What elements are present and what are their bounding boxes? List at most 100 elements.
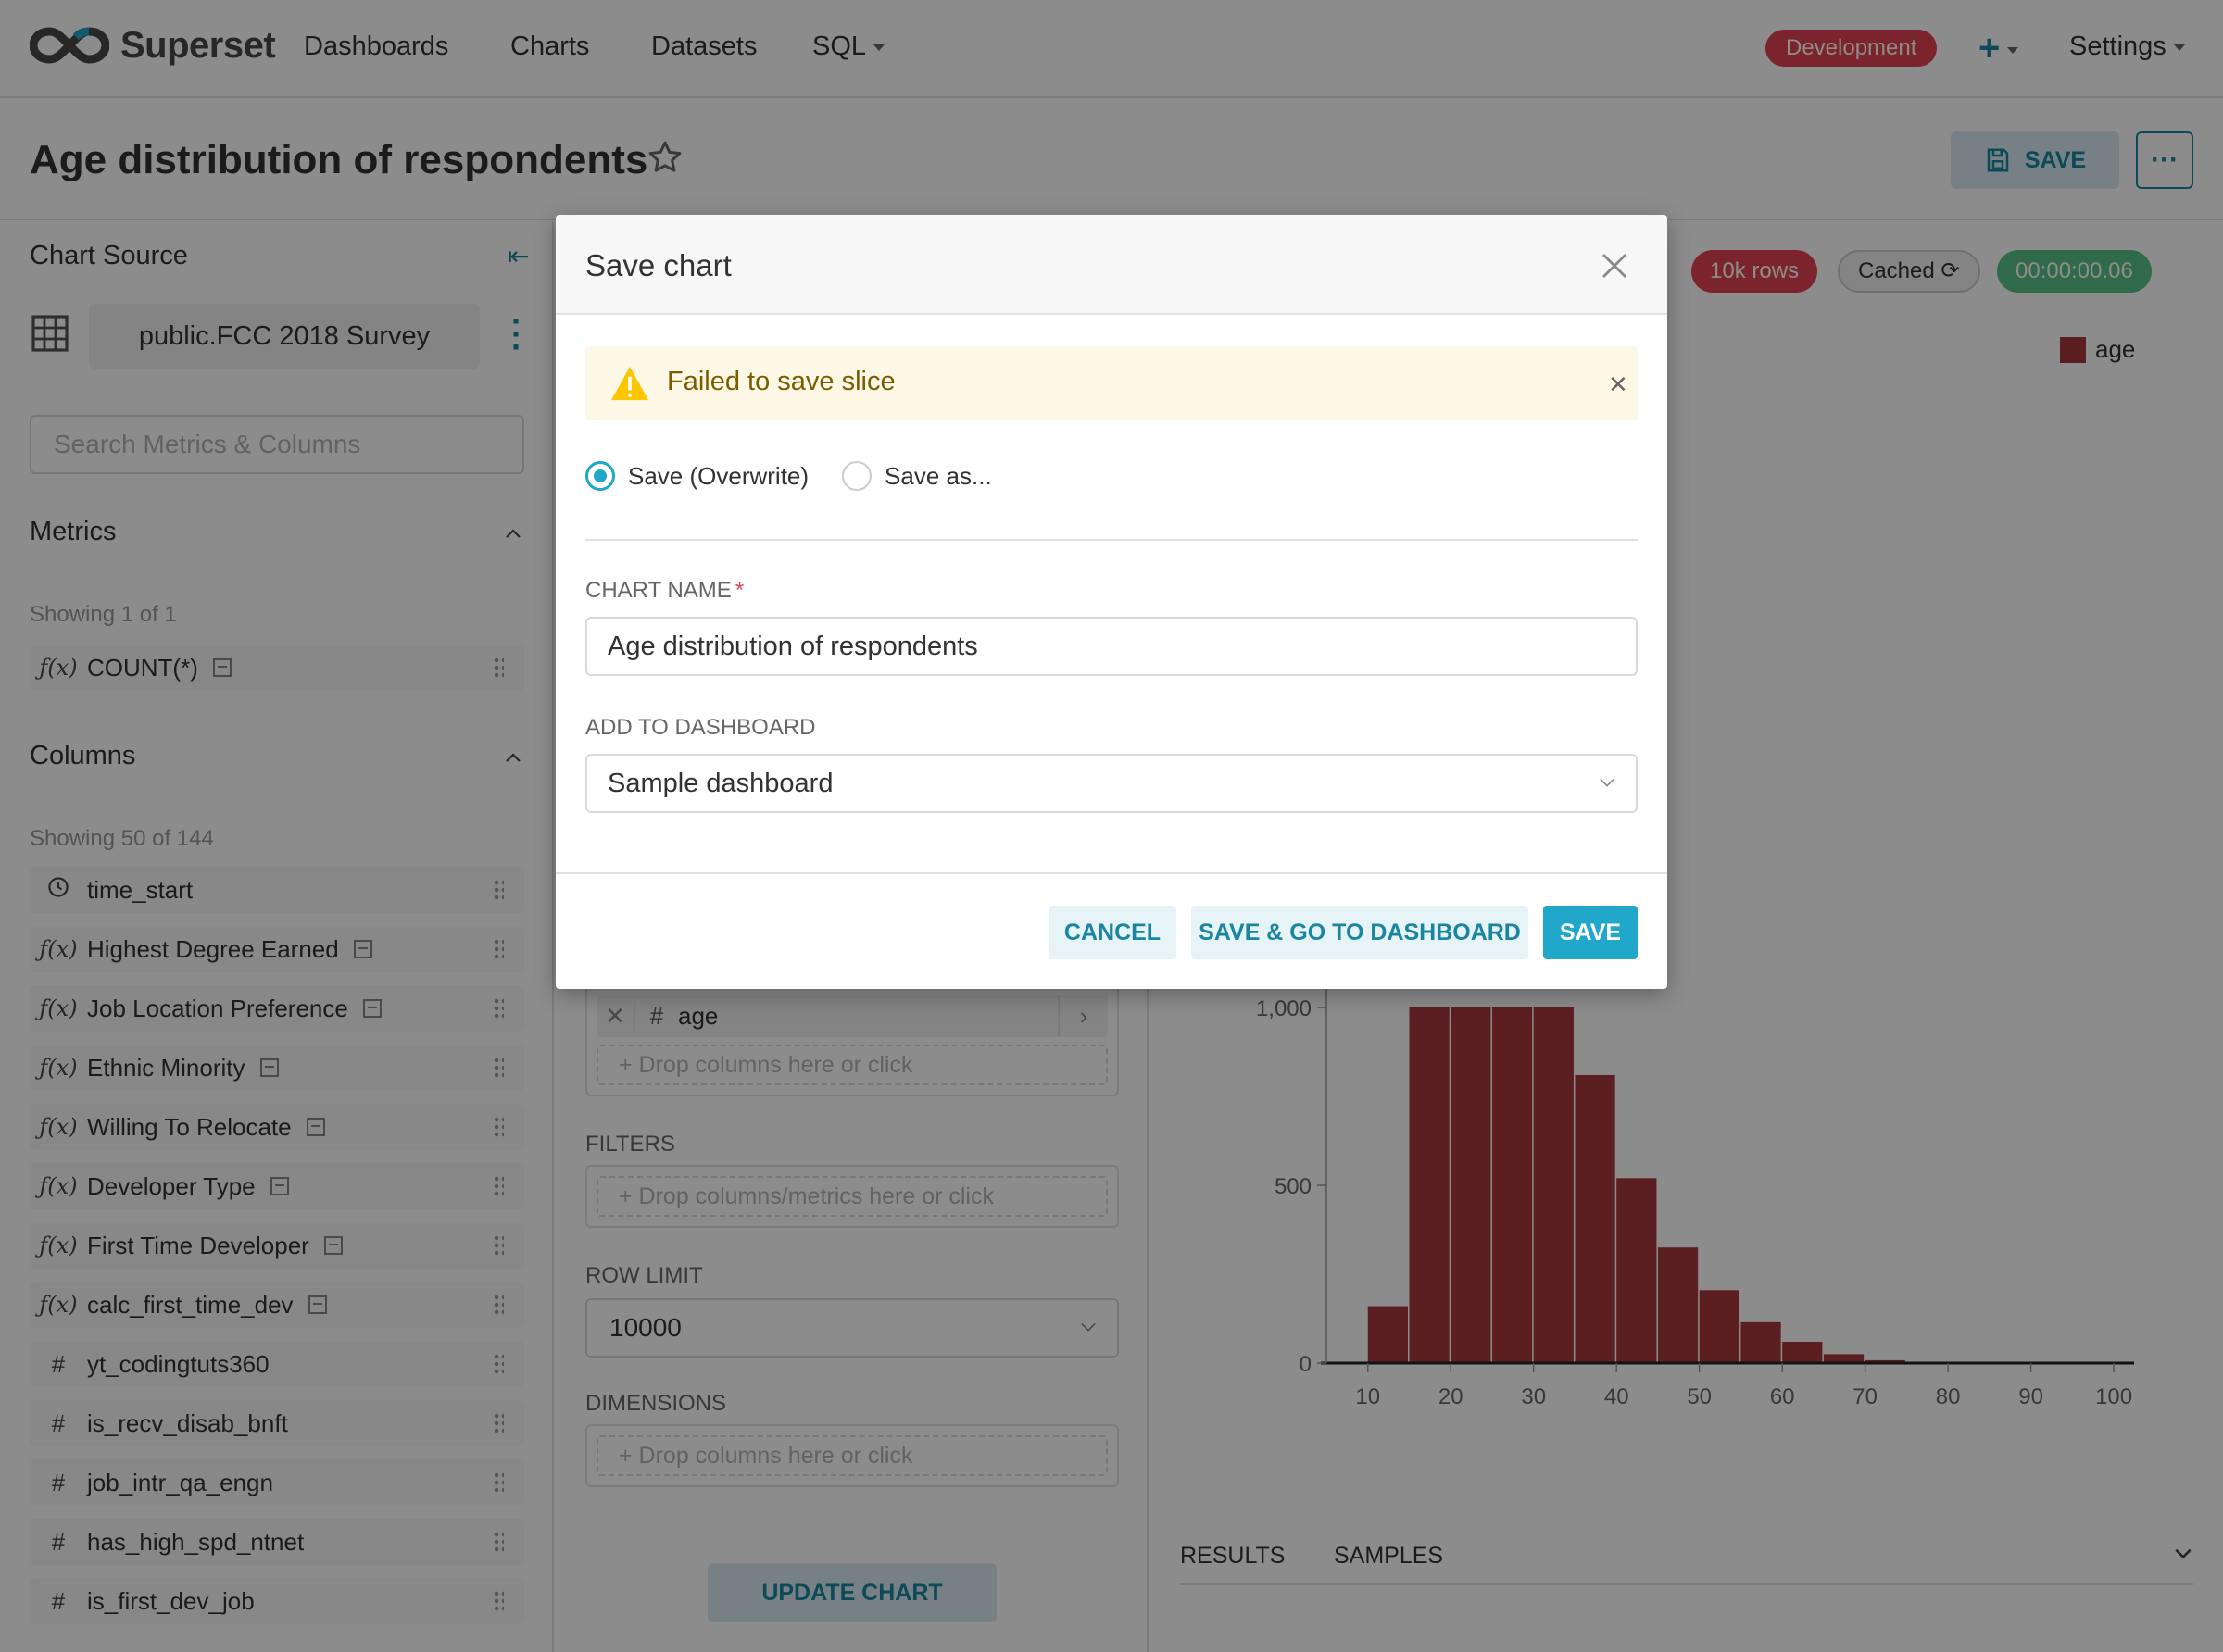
- cancel-button[interactable]: CANCEL: [1049, 906, 1176, 959]
- drop-columns-target[interactable]: + Drop columns here or click: [597, 1045, 1108, 1085]
- add-new-button[interactable]: +: [1978, 28, 2019, 69]
- row-limit-select[interactable]: 10000: [585, 1298, 1119, 1358]
- drop-dimensions-target[interactable]: + Drop columns here or click: [597, 1435, 1108, 1476]
- chevron-down-icon: [1600, 778, 1614, 787]
- save-button[interactable]: SAVE: [1543, 906, 1638, 959]
- remove-icon[interactable]: ✕: [597, 1001, 635, 1031]
- drag-handle-icon[interactable]: [493, 1116, 504, 1138]
- radio-save-as-label[interactable]: Save as...: [885, 461, 992, 490]
- drag-handle-icon[interactable]: [493, 938, 504, 960]
- settings-menu[interactable]: Settings: [2069, 31, 2185, 62]
- column-label: time_start: [87, 875, 194, 904]
- drag-handle-icon[interactable]: [493, 1057, 504, 1079]
- column-item[interactable]: # yt_codingtuts360: [30, 1341, 524, 1387]
- column-item[interactable]: ƒ(x) Ethnic Minority: [30, 1045, 524, 1091]
- column-item[interactable]: ƒ(x) Job Location Preference: [30, 985, 524, 1032]
- drag-handle-icon[interactable]: [493, 1353, 504, 1375]
- histogram-bar: [1616, 1178, 1657, 1363]
- function-icon: ƒ(x): [39, 1114, 78, 1140]
- column-item[interactable]: # job_intr_qa_engn: [30, 1459, 524, 1506]
- drag-handle-icon[interactable]: [493, 1412, 504, 1434]
- cached-label: Cached: [1858, 258, 1935, 283]
- radio-save-as[interactable]: [842, 461, 873, 491]
- chevron-right-icon[interactable]: ›: [1058, 995, 1108, 1037]
- histogram-bar: [1367, 1306, 1408, 1363]
- drag-handle-icon[interactable]: [493, 657, 504, 679]
- nav-dashboards[interactable]: Dashboards: [304, 31, 449, 61]
- header-save-button[interactable]: SAVE: [1951, 131, 2119, 189]
- column-item[interactable]: ƒ(x) Highest Degree Earned: [30, 926, 524, 972]
- column-item[interactable]: # is_recv_disab_bnft: [30, 1400, 524, 1446]
- caret-down-icon: [2173, 44, 2185, 51]
- filters-label: FILTERS: [585, 1132, 675, 1157]
- histogram-bar: [1740, 1321, 1781, 1363]
- dataset-selector[interactable]: public.FCC 2018 Survey: [89, 304, 480, 369]
- settings-label: Settings: [2069, 31, 2166, 61]
- column-label: calc_first_time_dev: [87, 1290, 294, 1319]
- save-and-go-to-dashboard-button[interactable]: SAVE & GO TO DASHBOARD: [1191, 906, 1528, 959]
- chart-name-label: CHART NAME *: [585, 578, 744, 604]
- superset-logo[interactable]: Superset: [30, 24, 276, 67]
- radio-overwrite[interactable]: [585, 461, 615, 491]
- close-icon[interactable]: [1601, 252, 1628, 280]
- column-item[interactable]: time_start: [30, 867, 524, 913]
- top-navbar: Superset Dashboards Charts Datasets SQL …: [0, 0, 2223, 98]
- datasource-panel: Chart Source ⇤ public.FCC 2018 Survey · ·…: [0, 222, 554, 1652]
- drag-handle-icon[interactable]: [493, 879, 504, 901]
- chart-name-input[interactable]: Age distribution of respondents: [585, 617, 1638, 676]
- calculator-icon: [353, 940, 372, 958]
- nav-charts[interactable]: Charts: [510, 31, 590, 61]
- brand-name: Superset: [120, 24, 276, 66]
- nav-sql[interactable]: SQL: [812, 31, 885, 62]
- drag-handle-icon[interactable]: [493, 1294, 504, 1316]
- chevron-up-icon[interactable]: [504, 748, 522, 767]
- chart-legend[interactable]: age: [2060, 335, 2135, 364]
- table-grid-icon: [31, 315, 69, 352]
- chevron-up-icon[interactable]: [504, 524, 522, 543]
- y-tick-label: 0: [1300, 1352, 1312, 1377]
- page-title[interactable]: Age distribution of respondents: [30, 137, 648, 182]
- update-chart-button[interactable]: UPDATE CHART: [708, 1563, 997, 1622]
- drag-handle-icon[interactable]: [493, 1471, 504, 1494]
- collapse-panel-icon[interactable]: ⇤: [508, 242, 530, 270]
- histogram-bar: [1657, 1247, 1699, 1363]
- y-tick-label: 1,000: [1256, 996, 1312, 1021]
- histogram-bar: [1491, 1007, 1533, 1363]
- column-item[interactable]: ƒ(x) Developer Type: [30, 1163, 524, 1209]
- chevron-down-icon[interactable]: [2173, 1543, 2193, 1563]
- radio-overwrite-label[interactable]: Save (Overwrite): [628, 461, 810, 490]
- close-alert-icon[interactable]: ✕: [1608, 370, 1628, 398]
- column-item[interactable]: ƒ(x) calc_first_time_dev: [30, 1282, 524, 1328]
- drag-handle-icon[interactable]: [493, 1531, 504, 1553]
- drag-handle-icon[interactable]: [493, 1175, 504, 1197]
- column-item[interactable]: ƒ(x) First Time Developer: [30, 1222, 524, 1269]
- dimensions-drop-zone: + Drop columns here or click: [585, 1424, 1119, 1487]
- more-options-button[interactable]: ···: [2136, 131, 2193, 189]
- drop-filters-target[interactable]: + Drop columns/metrics here or click: [597, 1176, 1108, 1217]
- nav-datasets[interactable]: Datasets: [651, 31, 758, 61]
- favorite-star-icon[interactable]: [647, 139, 684, 176]
- function-icon: ƒ(x): [39, 655, 78, 681]
- search-metrics-input[interactable]: Search Metrics & Columns: [30, 415, 524, 474]
- drag-handle-icon[interactable]: [493, 1234, 504, 1257]
- y-tick-label: 500: [1275, 1174, 1312, 1199]
- add-to-dashboard-label: ADD TO DASHBOARD: [585, 715, 816, 740]
- metric-item[interactable]: ƒ(x) COUNT(*): [30, 645, 524, 691]
- column-label: COUNT(*): [87, 653, 198, 682]
- calculator-icon: [270, 1177, 289, 1195]
- histogram-chart: 0 500 1,000 10 20 30 40 50 60 70 80 90 100 age: [1256, 970, 2134, 1426]
- column-item[interactable]: ƒ(x) Willing To Relocate: [30, 1104, 524, 1150]
- column-item[interactable]: # is_first_dev_job: [30, 1578, 524, 1624]
- drag-handle-icon[interactable]: [493, 1590, 504, 1612]
- query-time-badge: 00:00:00.06: [1997, 250, 2152, 293]
- column-pill-age[interactable]: ✕ # age ›: [597, 995, 1108, 1037]
- dashboard-select[interactable]: Sample dashboard: [585, 754, 1638, 813]
- column-item[interactable]: # has_high_spd_ntnet: [30, 1519, 524, 1565]
- cached-badge[interactable]: Cached ⟳: [1838, 250, 1980, 293]
- numeric-type-icon: #: [51, 1408, 66, 1437]
- tab-results[interactable]: RESULTS: [1180, 1543, 1286, 1569]
- tab-samples[interactable]: SAMPLES: [1334, 1543, 1444, 1569]
- drag-handle-icon[interactable]: [493, 997, 504, 1020]
- row-limit-label: ROW LIMIT: [585, 1263, 703, 1288]
- dimensions-label: DIMENSIONS: [585, 1391, 727, 1416]
